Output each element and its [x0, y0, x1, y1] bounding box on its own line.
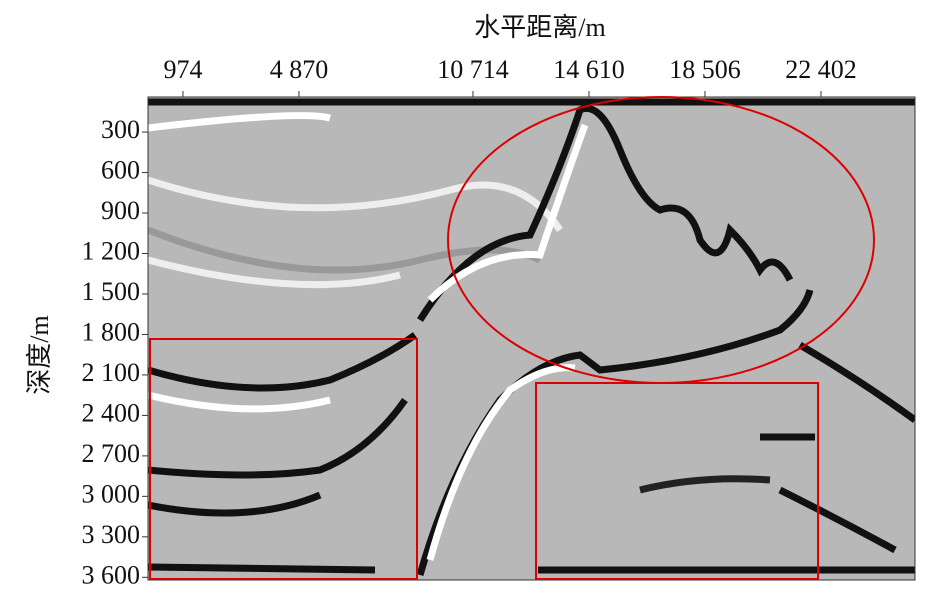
y-tick-label: 600 — [101, 156, 140, 185]
horizon — [148, 112, 331, 132]
x-tick-label: 974 — [163, 55, 202, 84]
x-tick-label: 18 506 — [669, 55, 741, 84]
y-tick-label: 900 — [101, 196, 140, 225]
horizon — [798, 341, 915, 423]
y-tick-label: 1 800 — [82, 317, 141, 346]
horizon — [417, 105, 794, 322]
x-tick-label: 10 714 — [437, 55, 509, 84]
horizon — [148, 176, 563, 232]
horizon — [148, 563, 376, 574]
highlight-box — [149, 338, 418, 580]
y-tick-label: 2 700 — [82, 439, 141, 468]
horizon — [148, 491, 322, 517]
highlight-box — [535, 382, 819, 580]
y-tick-label: 1 500 — [82, 277, 141, 306]
horizon — [148, 226, 542, 274]
horizon — [639, 475, 771, 494]
y-tick-label: 3 600 — [82, 560, 141, 589]
horizon — [426, 364, 576, 561]
y-tick-label: 3 300 — [82, 520, 141, 549]
plot-frame — [147, 96, 916, 581]
horizon — [148, 256, 401, 289]
y-tick-label: 2 100 — [82, 358, 141, 387]
y-tick-label: 2 400 — [82, 398, 141, 427]
x-tick-label: 22 402 — [785, 55, 857, 84]
x-axis-label: 水平距离/m — [474, 13, 605, 42]
y-axis-label: 深度/m — [25, 315, 54, 394]
x-tick-label: 4 870 — [270, 55, 329, 84]
horizon — [148, 332, 418, 392]
x-tick-label: 14 610 — [553, 55, 625, 84]
y-tick-label: 300 — [101, 115, 140, 144]
horizon — [778, 486, 897, 554]
y-tick-label: 3 000 — [82, 479, 141, 508]
horizon — [148, 397, 408, 479]
horizon — [427, 123, 589, 303]
horizon — [148, 391, 331, 413]
y-tick-label: 1 200 — [82, 236, 141, 265]
